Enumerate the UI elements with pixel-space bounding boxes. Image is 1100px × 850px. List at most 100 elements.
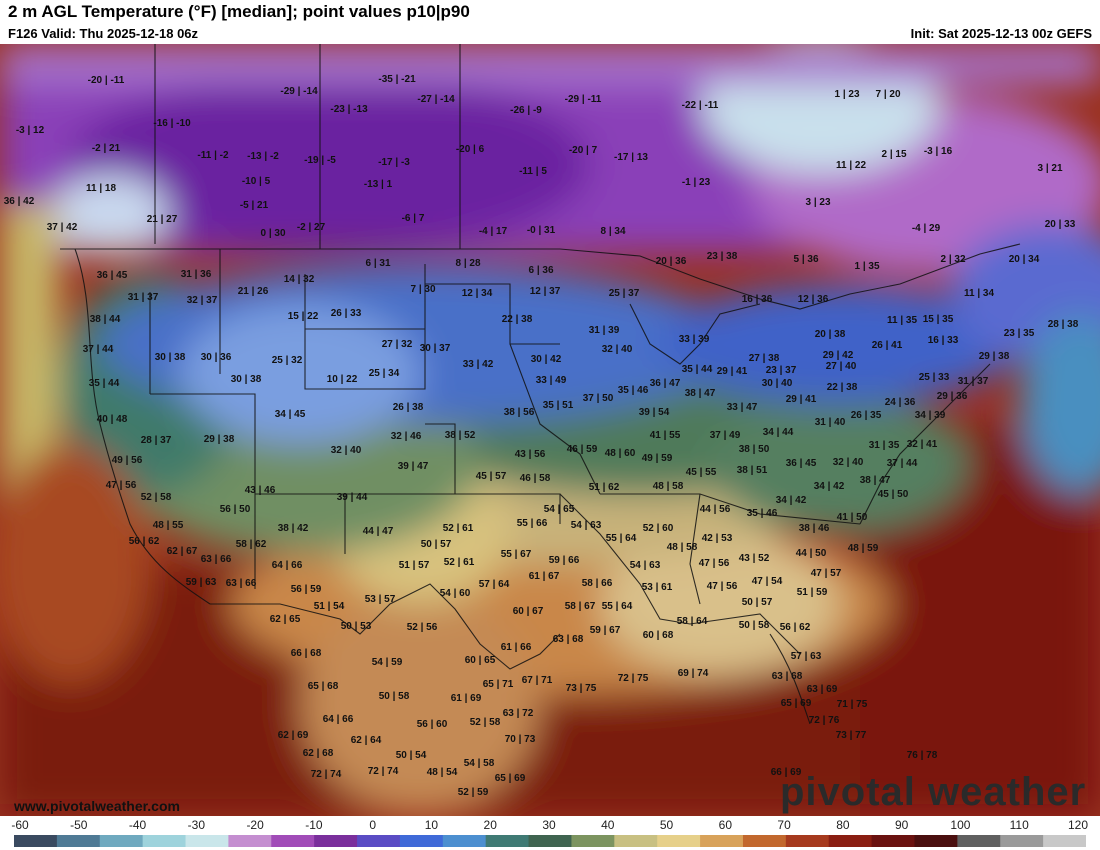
- point-value: 2 | 15: [881, 149, 907, 160]
- point-value: 32 | 41: [906, 439, 938, 450]
- colorbar-swatch: [314, 835, 358, 847]
- point-value: 56 | 60: [416, 719, 448, 730]
- point-value: 52 | 61: [442, 523, 474, 534]
- point-value: 37 | 49: [709, 430, 741, 441]
- point-value: 37 | 50: [582, 393, 614, 404]
- point-value: 63 | 69: [806, 684, 838, 695]
- site-url[interactable]: www.pivotalweather.com: [14, 798, 180, 814]
- point-value: 11 | 22: [835, 160, 867, 171]
- colorbar-tick-label: 10: [424, 818, 439, 832]
- header: 2 m AGL Temperature (°F) [median]; point…: [0, 0, 1100, 44]
- point-value: 31 | 36: [180, 269, 212, 280]
- point-value: 76 | 78: [906, 750, 938, 761]
- point-value: 55 | 67: [500, 549, 532, 560]
- point-value: 20 | 34: [1008, 254, 1040, 265]
- colorbar-swatch: [700, 835, 744, 847]
- point-value: 42 | 53: [701, 533, 733, 544]
- point-value: 29 | 36: [936, 391, 968, 402]
- point-value: 44 | 50: [795, 548, 827, 559]
- point-value: 44 | 47: [362, 526, 394, 537]
- point-value: 3 | 21: [1037, 163, 1063, 174]
- point-value: 12 | 37: [529, 286, 561, 297]
- colorbar-tick-label: -30: [187, 818, 205, 832]
- point-value: 62 | 64: [350, 735, 382, 746]
- point-value: 34 | 42: [775, 495, 807, 506]
- point-value: -17 | -3: [378, 157, 410, 168]
- point-value: 45 | 55: [685, 467, 717, 478]
- point-value: 62 | 67: [166, 546, 198, 557]
- colorbar-tick-label: 110: [1009, 818, 1029, 832]
- point-value: -3 | 16: [923, 146, 953, 157]
- colorbar-tick-label: 70: [777, 818, 791, 832]
- point-value: 63 | 72: [502, 708, 534, 719]
- colorbar-swatch: [914, 835, 958, 847]
- point-value: -20 | -11: [87, 75, 125, 86]
- point-value: -2 | 21: [91, 143, 121, 154]
- point-value: 54 | 59: [371, 657, 403, 668]
- point-value: -27 | -14: [417, 94, 455, 105]
- map-title: 2 m AGL Temperature (°F) [median]; point…: [8, 2, 470, 21]
- point-value: 55 | 64: [605, 533, 637, 544]
- point-value: 23 | 35: [1003, 328, 1035, 339]
- point-value: -10 | 5: [241, 176, 271, 187]
- point-value: 48 | 55: [152, 520, 184, 531]
- point-value: 12 | 36: [797, 294, 829, 305]
- temperature-map[interactable]: -20 | -11 -29 | -14 -35 | -21 -27 | -14 -23 …: [0, 44, 1100, 816]
- point-value: 66 | 68: [290, 648, 322, 659]
- point-value: 36 | 45: [785, 458, 817, 469]
- point-value: 5 | 36: [793, 254, 819, 265]
- point-value: 58 | 66: [581, 578, 613, 589]
- point-value: 56 | 62: [779, 622, 811, 633]
- point-value: 26 | 35: [850, 410, 882, 421]
- point-value: 53 | 61: [641, 582, 673, 593]
- point-value: 20 | 36: [655, 256, 687, 267]
- point-value: 40 | 48: [96, 414, 128, 425]
- point-value: -23 | -13: [330, 104, 368, 115]
- colorbar-swatch: [1043, 835, 1086, 847]
- point-value: 71 | 75: [836, 699, 868, 710]
- point-value: 38 | 47: [859, 475, 891, 486]
- point-value: 73 | 75: [565, 683, 597, 694]
- point-value: 59 | 66: [548, 555, 580, 566]
- colorbar-swatch: [14, 835, 58, 847]
- point-value: 64 | 66: [271, 560, 303, 571]
- point-value: 25 | 33: [918, 372, 950, 383]
- point-value: 0 | 30: [260, 228, 286, 239]
- point-value: 72 | 75: [617, 673, 649, 684]
- point-value: -0 | 31: [526, 225, 556, 236]
- point-value: 35 | 51: [542, 400, 574, 411]
- point-value: 21 | 26: [237, 286, 269, 297]
- point-value: 39 | 54: [638, 407, 670, 418]
- point-value: 36 | 42: [3, 196, 35, 207]
- point-value: 7 | 20: [875, 89, 901, 100]
- colorbar-swatch: [442, 835, 487, 847]
- point-value: 41 | 55: [649, 430, 681, 441]
- colorbar-swatch: [871, 835, 915, 847]
- point-value: 8 | 28: [455, 258, 481, 269]
- point-value: 54 | 58: [463, 758, 495, 769]
- point-value: 8 | 34: [600, 226, 626, 237]
- point-value: -4 | 29: [911, 223, 941, 234]
- point-value: 61 | 69: [450, 693, 482, 704]
- point-value: -1 | 23: [681, 177, 711, 188]
- point-value: 48 | 58: [666, 542, 698, 553]
- point-value: 54 | 63: [629, 560, 661, 571]
- point-value: 72 | 76: [808, 715, 840, 726]
- point-value: 63 | 66: [200, 554, 232, 565]
- point-value: 29 | 41: [785, 394, 817, 405]
- point-value: 56 | 62: [128, 536, 160, 547]
- colorbar-tick-label: 20: [483, 818, 497, 832]
- point-value: 35 | 44: [681, 364, 713, 375]
- point-value: 1 | 35: [854, 261, 880, 272]
- point-value: 57 | 63: [790, 651, 822, 662]
- point-value: 51 | 57: [398, 560, 430, 571]
- point-value: 48 | 60: [604, 448, 636, 459]
- colorbar-swatch: [357, 835, 401, 847]
- point-value: 46 | 58: [519, 473, 551, 484]
- point-value: 48 | 59: [847, 543, 879, 554]
- valid-time: F126 Valid: Thu 2025-12-18 06z: [8, 26, 199, 41]
- point-value: 53 | 57: [364, 594, 396, 605]
- point-value: 30 | 40: [761, 378, 793, 389]
- colorbar-tick-label: -40: [128, 818, 147, 832]
- point-value: -20 | 7: [568, 145, 598, 156]
